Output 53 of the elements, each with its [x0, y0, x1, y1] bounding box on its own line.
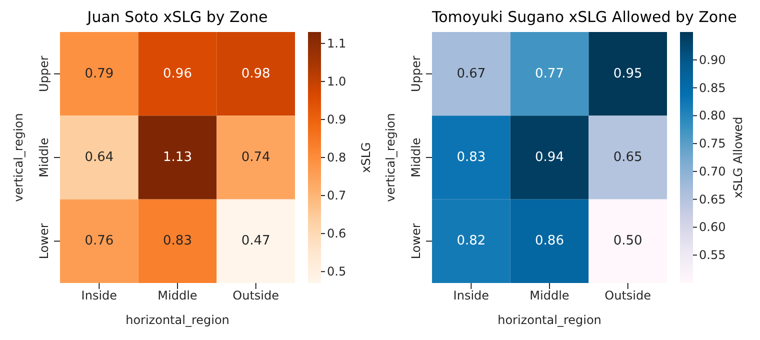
x-tick-label: Inside	[453, 288, 490, 303]
data-label: 0.96	[163, 66, 192, 82]
color-bar-label: 0.80	[699, 108, 726, 123]
color-bar-label: 1.1	[327, 36, 346, 50]
color-bar-label: 0.90	[699, 52, 726, 67]
color-bar-label: 0.9	[327, 112, 346, 126]
chart-title: Juan Soto xSLG by Zone	[86, 8, 269, 26]
data-label: 0.50	[613, 234, 642, 249]
x-axis-title: horizontal_region	[126, 313, 230, 327]
y-tick-label: Lower	[409, 223, 423, 260]
data-label: 0.67	[456, 66, 486, 82]
x-tick-label: Middle	[530, 288, 570, 303]
data-label: 0.64	[84, 150, 114, 165]
y-tick-label: Middle	[409, 138, 423, 178]
x-tick-label: Outside	[604, 288, 652, 303]
data-label: 0.77	[535, 66, 564, 82]
data-label: 1.13	[163, 150, 192, 165]
color-bar-label: 0.8	[327, 150, 346, 164]
color-bar-label: 0.70	[699, 164, 726, 178]
data-label: 0.83	[163, 234, 192, 249]
color-bar-label: 0.7	[327, 188, 346, 203]
color-bar-label: 0.60	[699, 220, 726, 234]
color-bar-label: 0.65	[699, 192, 726, 206]
color-bar-label: 1.0	[327, 74, 346, 88]
y-tick-label: Middle	[37, 138, 51, 178]
color-bar-label: 0.5	[327, 264, 346, 279]
color-bar-title: xSLG Allowed	[731, 116, 745, 198]
y-tick-label: Upper	[37, 56, 51, 92]
data-label: 0.95	[613, 66, 642, 82]
data-label: 0.82	[456, 234, 486, 249]
data-label: 0.79	[84, 66, 114, 82]
data-label: 0.86	[535, 234, 564, 249]
color-bar-label: 0.85	[699, 80, 726, 95]
color-bar-label: 0.75	[699, 136, 726, 151]
data-label: 0.76	[84, 234, 114, 249]
y-tick-label: Lower	[37, 223, 51, 260]
y-axis-title: vertical_region	[11, 113, 26, 202]
y-tick-label: Upper	[409, 56, 423, 92]
color-bar-label: 0.55	[699, 248, 726, 262]
data-label: 0.98	[241, 66, 270, 82]
x-tick-label: Outside	[232, 288, 280, 303]
x-tick-label: Middle	[158, 288, 198, 303]
data-label: 0.74	[241, 150, 270, 165]
x-axis-title: horizontal_region	[498, 313, 602, 327]
color-bar-label: 0.6	[327, 226, 346, 241]
y-axis-title: vertical_region	[383, 113, 398, 202]
data-label: 0.65	[613, 150, 642, 165]
chart-title: Tomoyuki Sugano xSLG Allowed by Zone	[432, 8, 737, 26]
x-tick-label: Inside	[81, 288, 118, 303]
data-label: 0.47	[241, 234, 270, 249]
color-bar-title: xSLG	[359, 142, 373, 173]
data-label: 0.83	[456, 150, 486, 165]
data-label: 0.94	[535, 150, 564, 165]
